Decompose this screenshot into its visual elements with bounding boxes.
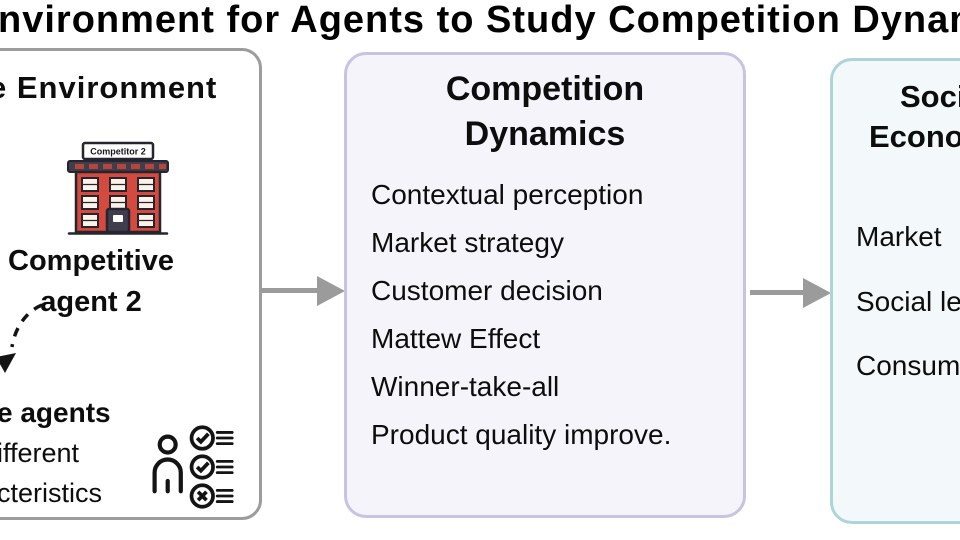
list-item: Winner-take-all	[371, 371, 560, 402]
list-item: Consum	[856, 350, 960, 381]
building-icon: Competitor 2	[67, 141, 169, 235]
door-window	[113, 215, 123, 222]
arrow-right-head	[803, 278, 831, 308]
person-checklist-icon	[152, 425, 234, 509]
dashed-loop-arrow-icon	[0, 303, 43, 373]
list-item: Product quality improve.	[371, 419, 672, 450]
competitive-agent-label: Competitive agent 2	[0, 241, 249, 323]
note-line-1: e agents	[0, 397, 111, 428]
socio-economic-heading-line2: Econo	[869, 119, 960, 154]
building-sign	[81, 141, 155, 161]
arrow-right-head	[317, 276, 345, 306]
socio-economic-panel: Soci Econo Market Social le Consum	[830, 58, 960, 524]
checklist-marks	[189, 425, 215, 509]
figure-title: nvironment for Agents to Study Competiti…	[0, 0, 960, 41]
list-item: Contextual perception	[371, 179, 644, 210]
list-item: Social le	[856, 286, 960, 317]
socio-economic-heading-line1: Soci	[900, 79, 960, 114]
list-item: Market strategy	[371, 227, 564, 258]
list-item: Customer decision	[371, 275, 603, 306]
competition-dynamics-heading: Competition Dynamics	[347, 67, 743, 157]
note-line-2: ifferent	[0, 438, 80, 468]
person-figure	[152, 434, 183, 494]
competition-dynamics-panel: Competition Dynamics Contextual percepti…	[344, 52, 746, 518]
roof-bricks	[75, 164, 166, 169]
arrow-right-icon	[262, 288, 319, 293]
arrow-right-icon	[750, 290, 805, 295]
list-item: Market	[856, 221, 942, 252]
heading-line-2: Dynamics	[464, 115, 626, 153]
competition-dynamics-list: Contextual perception Market strategy Cu…	[371, 171, 671, 459]
competitive-agent-line2: agent 2	[40, 286, 142, 318]
building-sign-label: Competitor 2	[90, 147, 146, 157]
list-item: Mattew Effect	[371, 323, 541, 354]
heading-line-1: Competition	[445, 70, 645, 108]
note-line-3: cteristics	[0, 478, 103, 508]
window-mullions	[82, 183, 154, 222]
environment-panel: e Environment Competitor 2 Comp	[0, 48, 262, 520]
agents-characteristics-note: e agents ifferent cteristics	[0, 393, 111, 513]
checklist-text-lines	[215, 431, 234, 503]
competitive-agent-line1: Competitive	[8, 245, 174, 277]
environment-panel-heading: e Environment	[0, 70, 218, 105]
